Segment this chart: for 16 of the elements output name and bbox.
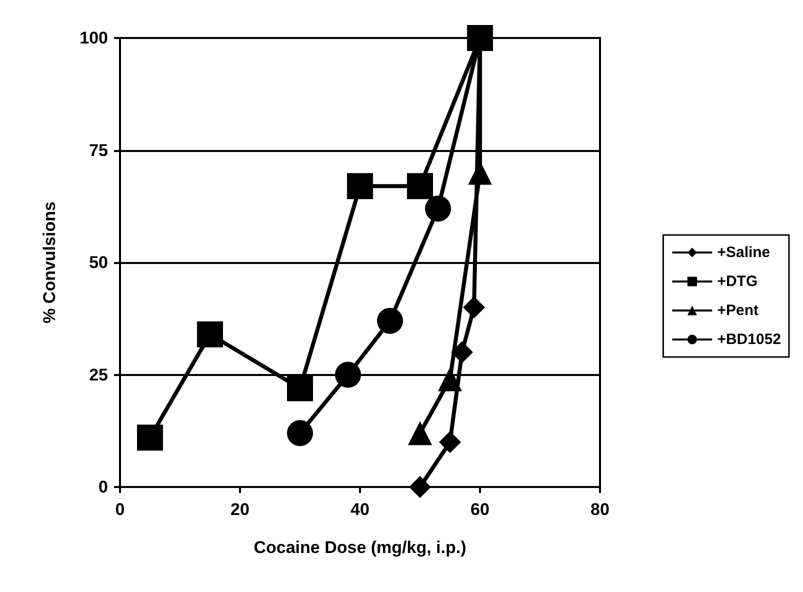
x-tick-label: 0 — [115, 500, 125, 519]
y-tick-label: 100 — [80, 28, 108, 48]
x-tick-label: 20 — [230, 500, 250, 519]
x-tick-label: 80 — [590, 500, 610, 519]
legend-label: +DTG — [717, 273, 758, 290]
legend-label: +BD1052 — [717, 331, 782, 348]
y-tick-label: 75 — [89, 140, 108, 160]
x-axis-title: Cocaine Dose (mg/kg, i.p.) — [254, 538, 466, 557]
y-tick-label: 25 — [89, 365, 108, 384]
x-tick-label: 60 — [470, 500, 490, 519]
legend-label: +Pent — [717, 302, 758, 319]
y-axis-title: % Convulsions — [40, 202, 59, 324]
y-tick-label: 50 — [89, 253, 108, 272]
y-tick-label: 0 — [98, 478, 108, 496]
x-tick-label: 40 — [350, 500, 370, 519]
legend-label: +Saline — [717, 244, 770, 261]
